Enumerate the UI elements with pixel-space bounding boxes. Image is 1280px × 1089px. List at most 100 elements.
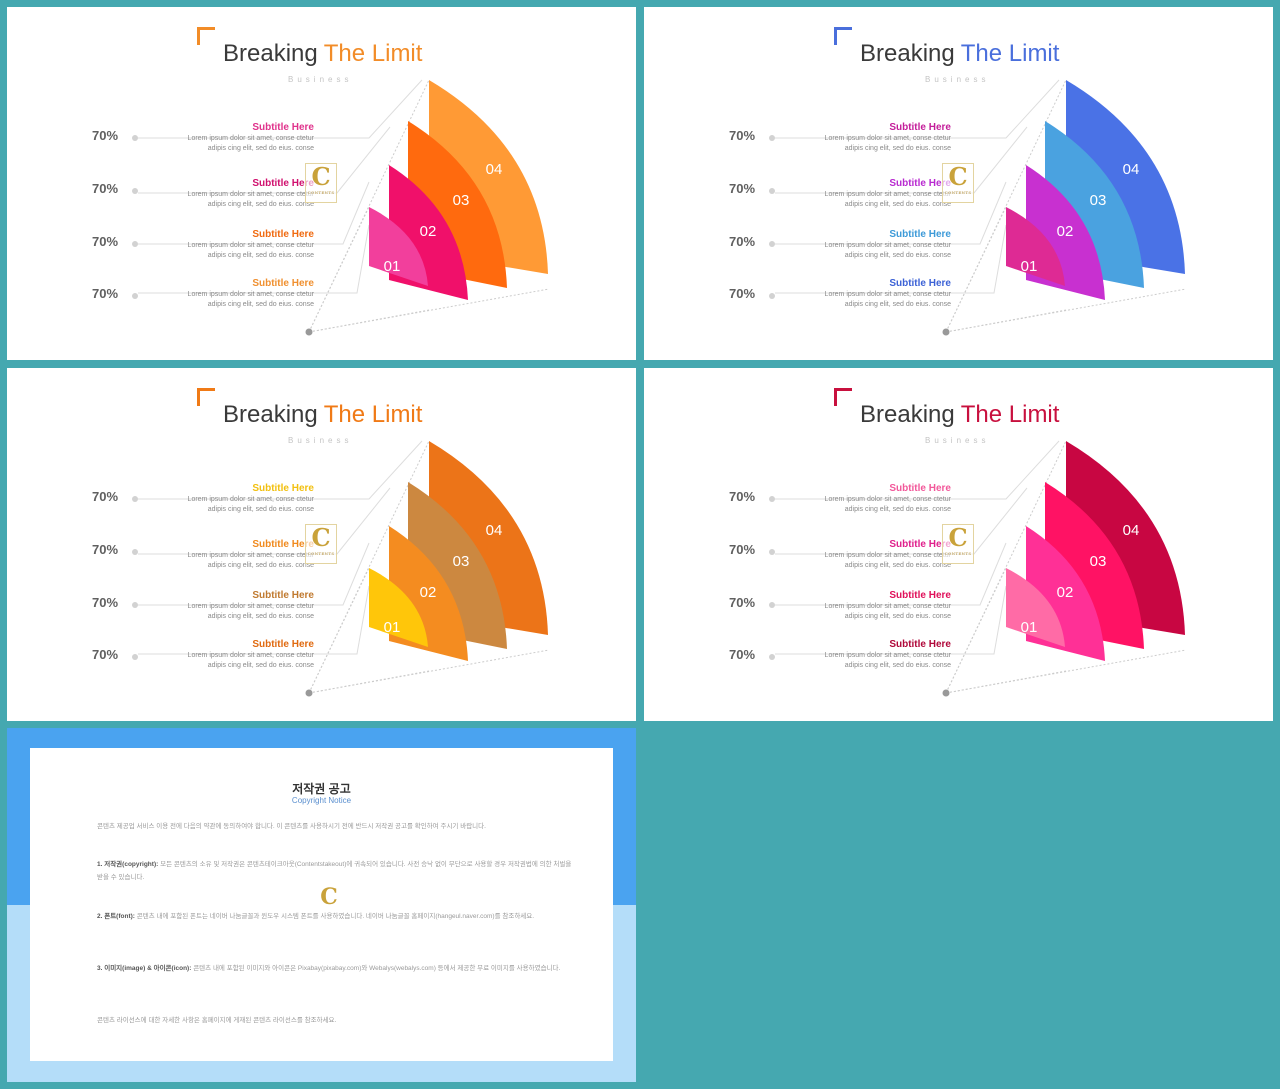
- apex-dot: [942, 328, 950, 336]
- bullet-dot: [769, 549, 775, 555]
- slide-title: Breaking The Limit: [223, 40, 422, 68]
- slide-3[interactable]: Breaking The Limit Business 04 03 02 01 70% 70% 7…: [7, 368, 636, 721]
- item-subtitle: Subtitle Here: [889, 122, 951, 133]
- watermark-letter: C: [948, 523, 968, 552]
- segment-label: 02: [420, 584, 437, 601]
- slide-subtitle: Business: [925, 75, 990, 84]
- item-subtitle: Subtitle Here: [252, 483, 314, 494]
- item-subtitle: Subtitle Here: [889, 590, 951, 601]
- item-body: Lorem ipsum dolor sit amet, conse ctetur…: [188, 602, 314, 621]
- perspective-line: [945, 670, 1067, 694]
- item-subtitle: Subtitle Here: [889, 539, 951, 550]
- watermark-text: CONTENTS: [307, 190, 335, 195]
- item-body-line-1: Lorem ipsum dolor sit amet, conse ctetur: [824, 242, 951, 249]
- slide-title: Breaking The Limit: [223, 401, 422, 429]
- percent-label: 70%: [729, 595, 756, 610]
- item-subtitle: Subtitle Here: [889, 483, 951, 494]
- perspective-line: [945, 309, 1067, 333]
- segment-01[interactable]: [1006, 207, 1065, 286]
- sector-chart: 04 03 02 01: [775, 79, 1187, 336]
- title-accent: The Limit: [323, 401, 423, 428]
- segment-01[interactable]: [369, 568, 428, 647]
- corner-accent-icon: [834, 388, 852, 406]
- sector-chart: 04 03 02 01: [138, 79, 550, 336]
- watermark-text: CONTENTS: [307, 551, 335, 556]
- segment-label: 02: [420, 223, 437, 240]
- item-body-line-1: Lorem ipsum dolor sit amet, conse ctetur: [187, 135, 314, 142]
- segment-label: 01: [1021, 258, 1038, 275]
- item-body: Lorem ipsum dolor sit amet, conse ctetur…: [825, 551, 951, 570]
- title-accent: The Limit: [323, 40, 423, 67]
- guide-line: [775, 487, 1028, 555]
- slide-2[interactable]: Breaking The Limit Business 04 03 02 01 70% 70% 7…: [644, 7, 1273, 360]
- percent-label: 70%: [729, 286, 756, 301]
- item-body-line-1: Lorem ipsum dolor sit amet, conse ctetur: [824, 135, 951, 142]
- bullet-dot: [769, 293, 775, 299]
- copyright-intro: 콘텐츠 제공업 서비스 이용 전에 다음의 약관에 동의하여야 합니다. 이 콘…: [97, 823, 486, 830]
- slide-subtitle: Business: [925, 436, 990, 445]
- copyright-subtitle: Copyright Notice: [291, 796, 352, 805]
- guide-line: [138, 440, 423, 500]
- slide-subtitle: Business: [288, 436, 353, 445]
- segment-01[interactable]: [1006, 568, 1065, 647]
- item-body: Lorem ipsum dolor sit amet, conse ctetur…: [825, 290, 951, 309]
- slide-title: Breaking The Limit: [860, 401, 1059, 429]
- bullet-dot: [769, 241, 775, 247]
- watermark-letter: C: [311, 162, 331, 191]
- watermark-logo: C CONTENTS: [942, 524, 974, 564]
- title-accent: The Limit: [960, 401, 1060, 428]
- watermark-letter: C: [311, 523, 331, 552]
- segment-label: 01: [384, 619, 401, 636]
- copyright-outro: 콘텐츠 라이선스에 대한 자세한 사항은 홈페이지에 게재된 콘텐츠 라이선스를…: [97, 1017, 337, 1024]
- copyright-section-3-text: 콘텐츠 내에 포함된 이미지와 아이콘은 Pixabay(pixabay.com…: [193, 965, 561, 972]
- watermark-logo: C CONTENTS: [305, 163, 337, 203]
- segment-01[interactable]: [369, 207, 428, 286]
- bullet-dot: [769, 602, 775, 608]
- item-body: Lorem ipsum dolor sit amet, conse ctetur…: [188, 495, 314, 514]
- item-body-line-2: adipis cing elit, sed do eius. conse: [844, 251, 951, 259]
- item-body: Lorem ipsum dolor sit amet, conse ctetur…: [825, 241, 951, 260]
- percent-label: 70%: [92, 595, 119, 610]
- item-body: Lorem ipsum dolor sit amet, conse ctetur…: [825, 651, 951, 670]
- segment-label: 01: [1021, 619, 1038, 636]
- percent-label: 70%: [729, 647, 756, 662]
- perspective-line: [308, 206, 370, 333]
- slide-1[interactable]: Breaking The Limit Business 04 03 02 01 70% 70% 7…: [7, 7, 636, 360]
- guide-line: [138, 542, 370, 606]
- item-subtitle: Subtitle Here: [889, 178, 951, 189]
- percent-label: 70%: [92, 286, 119, 301]
- corner-accent-icon: [197, 27, 215, 45]
- copyright-slide[interactable]: 저작권 공고 Copyright Notice 콘텐츠 제공업 서비스 이용 전…: [7, 728, 636, 1082]
- bullet-dot: [132, 188, 138, 194]
- item-body: Lorem ipsum dolor sit amet, conse ctetur…: [188, 134, 314, 153]
- title-main: Breaking: [223, 40, 318, 67]
- guide-line: [138, 126, 391, 194]
- percent-label: 70%: [92, 489, 119, 504]
- segment-label: 03: [453, 553, 470, 570]
- item-body-line-2: adipis cing elit, sed do eius. conse: [844, 612, 951, 620]
- watermark-text: CONTENTS: [944, 190, 972, 195]
- apex-dot: [305, 328, 313, 336]
- item-subtitle: Subtitle Here: [252, 539, 314, 550]
- item-body-line-1: Lorem ipsum dolor sit amet, conse ctetur: [187, 496, 314, 503]
- item-subtitle: Subtitle Here: [889, 229, 951, 240]
- segment-label: 03: [1090, 553, 1107, 570]
- guide-line: [775, 224, 1007, 294]
- guide-line: [138, 585, 370, 655]
- item-body-line-2: adipis cing elit, sed do eius. conse: [844, 661, 951, 669]
- slide-4[interactable]: Breaking The Limit Business 04 03 02 01 70% 70% 7…: [644, 368, 1273, 721]
- perspective-line: [308, 670, 430, 694]
- percent-label: 70%: [92, 542, 119, 557]
- segment-label: 04: [486, 522, 503, 539]
- item-subtitle: Subtitle Here: [889, 278, 951, 289]
- item-body-line-2: adipis cing elit, sed do eius. conse: [207, 200, 314, 208]
- item-body: Lorem ipsum dolor sit amet, conse ctetur…: [188, 651, 314, 670]
- perspective-line: [945, 567, 1007, 694]
- percent-label: 70%: [729, 181, 756, 196]
- bullet-dot: [132, 241, 138, 247]
- bullet-dot: [769, 188, 775, 194]
- corner-accent-icon: [834, 27, 852, 45]
- item-body-line-1: Lorem ipsum dolor sit amet, conse ctetur: [824, 603, 951, 610]
- watermark-text: CONTENTS: [944, 551, 972, 556]
- item-subtitle: Subtitle Here: [889, 639, 951, 650]
